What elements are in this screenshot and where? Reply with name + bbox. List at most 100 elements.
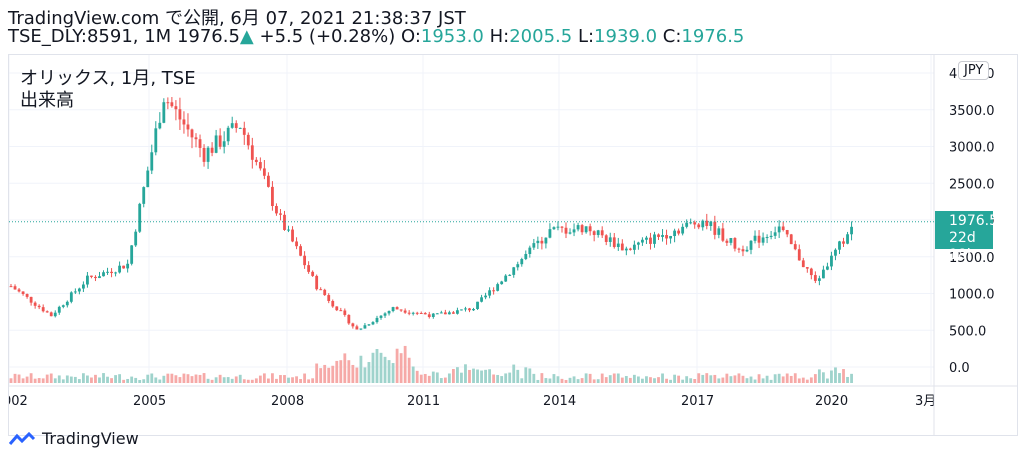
volume-bar bbox=[154, 377, 158, 383]
close-value: 1976.5 bbox=[681, 26, 745, 47]
volume-bar bbox=[242, 379, 246, 383]
volume-bar bbox=[158, 379, 162, 383]
candle bbox=[556, 226, 560, 228]
volume-bar bbox=[600, 373, 604, 383]
candle bbox=[170, 102, 174, 107]
volume-bar bbox=[266, 378, 270, 383]
candle bbox=[838, 241, 841, 250]
volume-bar bbox=[749, 376, 753, 383]
volume-bar bbox=[351, 364, 355, 383]
candle bbox=[584, 226, 588, 233]
candle bbox=[9, 286, 13, 288]
volume-bar bbox=[504, 373, 508, 383]
volume-bar bbox=[33, 378, 37, 383]
volume-bar bbox=[536, 379, 540, 383]
volume-bar bbox=[375, 349, 379, 383]
candle bbox=[540, 240, 544, 244]
price-chart[interactable]: 4000.03500.03000.02500.02000.01500.01000… bbox=[9, 55, 1017, 435]
candle bbox=[13, 286, 17, 290]
brand-logo[interactable]: TradingView bbox=[8, 429, 139, 448]
candle bbox=[77, 288, 81, 292]
volume-bar bbox=[283, 375, 286, 383]
volume-bar bbox=[834, 367, 837, 383]
volume-bar bbox=[391, 363, 395, 383]
candle bbox=[464, 308, 467, 310]
candle bbox=[210, 147, 214, 153]
volume-bar bbox=[234, 376, 238, 383]
volume-bar bbox=[685, 376, 689, 383]
candle bbox=[793, 244, 797, 250]
volume-bar bbox=[118, 374, 122, 383]
candle bbox=[41, 307, 45, 312]
candle bbox=[548, 229, 552, 238]
volume-bar bbox=[681, 379, 685, 383]
candle bbox=[653, 234, 656, 244]
candle bbox=[33, 302, 37, 306]
candle bbox=[351, 323, 355, 327]
candle bbox=[657, 234, 660, 237]
volume-bar bbox=[464, 364, 467, 383]
candle bbox=[761, 237, 765, 243]
candle bbox=[596, 230, 600, 235]
candle bbox=[508, 274, 512, 276]
candle bbox=[94, 276, 97, 279]
volume-bar bbox=[524, 367, 528, 383]
volume-bar bbox=[657, 377, 660, 383]
candle bbox=[773, 232, 777, 236]
volume-bar bbox=[114, 375, 117, 383]
volume-bar bbox=[347, 360, 351, 383]
candle bbox=[681, 226, 685, 234]
volume-bar bbox=[81, 373, 85, 383]
volume-bar bbox=[773, 374, 777, 383]
candle bbox=[765, 237, 769, 239]
ohlc-header: TSE_DLY:8591, 1M 1976.5▲ +5.5 (+0.28%) O… bbox=[8, 26, 744, 47]
candle bbox=[431, 313, 435, 317]
candle bbox=[295, 241, 298, 247]
candle bbox=[403, 310, 407, 313]
volume-bar bbox=[439, 378, 443, 383]
volume-bar bbox=[777, 373, 781, 383]
candle bbox=[142, 187, 146, 204]
volume-bar bbox=[37, 378, 41, 383]
volume-bar bbox=[29, 373, 33, 383]
candle bbox=[677, 230, 681, 234]
candle bbox=[846, 234, 849, 244]
candle bbox=[339, 310, 343, 312]
volume-bar bbox=[842, 369, 845, 383]
candle bbox=[572, 229, 576, 233]
volume-bar bbox=[435, 372, 439, 383]
volume-bar bbox=[632, 374, 636, 383]
candle bbox=[319, 289, 323, 291]
volume-bar bbox=[556, 376, 560, 383]
volume-bar bbox=[367, 362, 371, 383]
candle bbox=[685, 222, 689, 227]
volume-bar bbox=[689, 378, 693, 383]
volume-bar bbox=[343, 353, 347, 383]
volume-bar bbox=[753, 379, 757, 383]
volume-bar bbox=[596, 379, 600, 383]
candle bbox=[645, 237, 648, 240]
volume-bar bbox=[142, 379, 146, 383]
volume-bar bbox=[206, 378, 210, 383]
volume-bar bbox=[512, 364, 516, 383]
currency-button[interactable]: JPY bbox=[958, 61, 990, 80]
volume-bar bbox=[13, 373, 17, 383]
volume-bar bbox=[665, 378, 668, 383]
candle bbox=[484, 295, 487, 298]
x-tick-label: 2017 bbox=[681, 394, 714, 409]
volume-bar bbox=[721, 377, 725, 383]
candle bbox=[673, 230, 677, 237]
volume-bar bbox=[186, 374, 190, 383]
volume-bar bbox=[415, 370, 419, 383]
volume-bar bbox=[363, 367, 367, 383]
candle bbox=[57, 306, 61, 313]
y-tick-label: 2500.0 bbox=[949, 177, 995, 192]
volume-bar bbox=[460, 372, 463, 383]
volume-bar bbox=[717, 378, 721, 383]
volume-bar bbox=[295, 376, 298, 383]
volume-bar bbox=[785, 373, 789, 383]
candle bbox=[258, 162, 262, 169]
volume-bar bbox=[355, 367, 359, 383]
chart-panel[interactable]: 4000.03500.03000.02500.02000.01500.01000… bbox=[8, 54, 1018, 436]
volume-bar bbox=[520, 378, 524, 383]
